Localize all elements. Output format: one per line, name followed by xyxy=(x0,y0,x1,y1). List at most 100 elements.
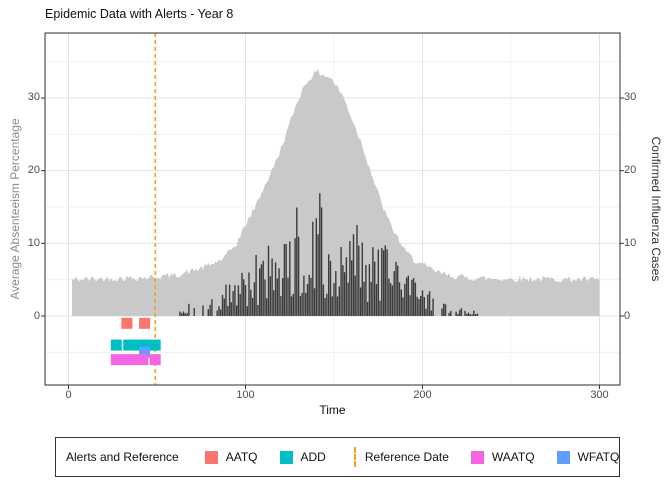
influenza-bar xyxy=(251,298,254,316)
influenza-bar xyxy=(299,295,302,316)
legend-item-label: WFATQ xyxy=(577,450,620,464)
legend-item-reference-date: Reference Date xyxy=(348,447,449,467)
influenza-bar xyxy=(425,308,427,316)
influenza-bar xyxy=(338,286,340,316)
plot-panel xyxy=(41,32,624,389)
y-tick-label-left: 20 xyxy=(27,164,40,177)
influenza-bar xyxy=(444,304,447,316)
influenza-bar xyxy=(432,298,434,316)
influenza-bar xyxy=(365,265,367,316)
influenza-bar xyxy=(455,311,457,316)
influenza-bar xyxy=(398,282,401,316)
influenza-bar xyxy=(320,207,323,316)
influenza-bar xyxy=(347,282,349,316)
influenza-bar xyxy=(393,271,395,316)
influenza-bar xyxy=(294,238,296,316)
influenza-bar xyxy=(359,287,362,316)
legend-item-add: ADD xyxy=(279,450,326,464)
influenza-bar xyxy=(237,285,240,316)
y-axis-label-right: Confirmed Influenza Cases xyxy=(649,136,663,282)
influenza-bar xyxy=(391,285,394,316)
influenza-bar xyxy=(471,314,473,316)
influenza-bar xyxy=(368,264,371,316)
influenza-bar xyxy=(418,299,420,316)
influenza-bar xyxy=(400,289,402,316)
influenza-bar xyxy=(375,283,378,316)
influenza-bar xyxy=(374,261,376,316)
influenza-bar xyxy=(345,257,348,316)
influenza-bar xyxy=(301,292,303,316)
influenza-bar xyxy=(450,310,452,316)
alert-marker-waatq xyxy=(121,354,149,366)
influenza-bar xyxy=(303,275,305,316)
influenza-bar xyxy=(448,312,450,316)
influenza-bar xyxy=(467,312,470,316)
legend-item-wfatq: WFATQ xyxy=(556,450,620,464)
influenza-bar xyxy=(193,308,195,316)
legend-item-waatq: WAATQ xyxy=(470,450,535,464)
influenza-bar xyxy=(366,302,369,316)
x-tick-label: 100 xyxy=(236,389,255,401)
y-tick-label-right: 30 xyxy=(624,91,637,104)
alert-marker-add xyxy=(110,339,122,351)
influenza-bar xyxy=(377,249,379,316)
influenza-bar xyxy=(253,282,256,316)
influenza-bar xyxy=(414,282,417,316)
influenza-bar xyxy=(329,260,332,316)
influenza-bar xyxy=(386,249,388,316)
influenza-bar xyxy=(389,283,392,316)
influenza-bar xyxy=(273,290,275,316)
alert-marker-aatq xyxy=(139,317,151,329)
influenza-bar xyxy=(283,244,286,316)
influenza-bar xyxy=(317,234,319,316)
influenza-bar xyxy=(474,314,477,316)
influenza-bar xyxy=(343,272,346,316)
influenza-bar xyxy=(476,313,479,316)
influenza-bar xyxy=(409,295,411,316)
influenza-bar xyxy=(379,300,381,316)
influenza-bar xyxy=(292,293,294,316)
influenza-bar xyxy=(412,278,415,316)
panel-border xyxy=(44,32,621,386)
influenza-bar xyxy=(271,258,273,316)
y-tick-label-left: 10 xyxy=(27,236,40,249)
alert-marker-add xyxy=(123,339,161,351)
influenza-bar xyxy=(202,305,204,316)
influenza-bar xyxy=(464,310,466,316)
influenza-bar xyxy=(188,303,190,316)
influenza-bar xyxy=(388,278,390,316)
influenza-bar xyxy=(264,279,266,316)
influenza-bar xyxy=(239,294,241,316)
influenza-bar xyxy=(276,278,279,316)
legend-key-square-icon xyxy=(204,450,218,464)
influenza-bar xyxy=(290,296,293,316)
influenza-bar xyxy=(259,268,261,316)
influenza-bar xyxy=(423,297,425,316)
influenza-bar xyxy=(407,275,409,316)
influenza-bar xyxy=(430,310,433,316)
y-tick-label-left: 30 xyxy=(27,91,40,104)
influenza-bar xyxy=(428,291,431,316)
influenza-bar xyxy=(228,284,231,316)
legend-key-dashed-line-icon xyxy=(353,447,356,467)
legend-title: Alerts and Reference xyxy=(66,450,179,464)
influenza-bar xyxy=(250,289,252,316)
alert-marker-wfatq xyxy=(139,346,151,358)
influenza-bar xyxy=(326,293,328,316)
influenza-bar xyxy=(324,298,326,316)
influenza-bar xyxy=(243,279,245,316)
influenza-bar xyxy=(457,313,459,316)
alert-marker-waatq xyxy=(110,354,122,366)
influenza-bar xyxy=(223,298,225,316)
influenza-bar xyxy=(331,296,333,316)
legend-item-label: AATQ xyxy=(225,450,258,464)
influenza-bar xyxy=(262,260,264,316)
legend-item-aatq: AATQ xyxy=(204,450,258,464)
influenza-bar xyxy=(358,245,360,316)
influenza-bar xyxy=(221,294,224,316)
influenza-bar xyxy=(207,309,209,316)
influenza-bar xyxy=(218,306,220,316)
influenza-bar xyxy=(328,254,330,316)
influenza-bar xyxy=(179,311,181,316)
chart-title: Epidemic Data with Alerts - Year 8 xyxy=(45,7,234,21)
